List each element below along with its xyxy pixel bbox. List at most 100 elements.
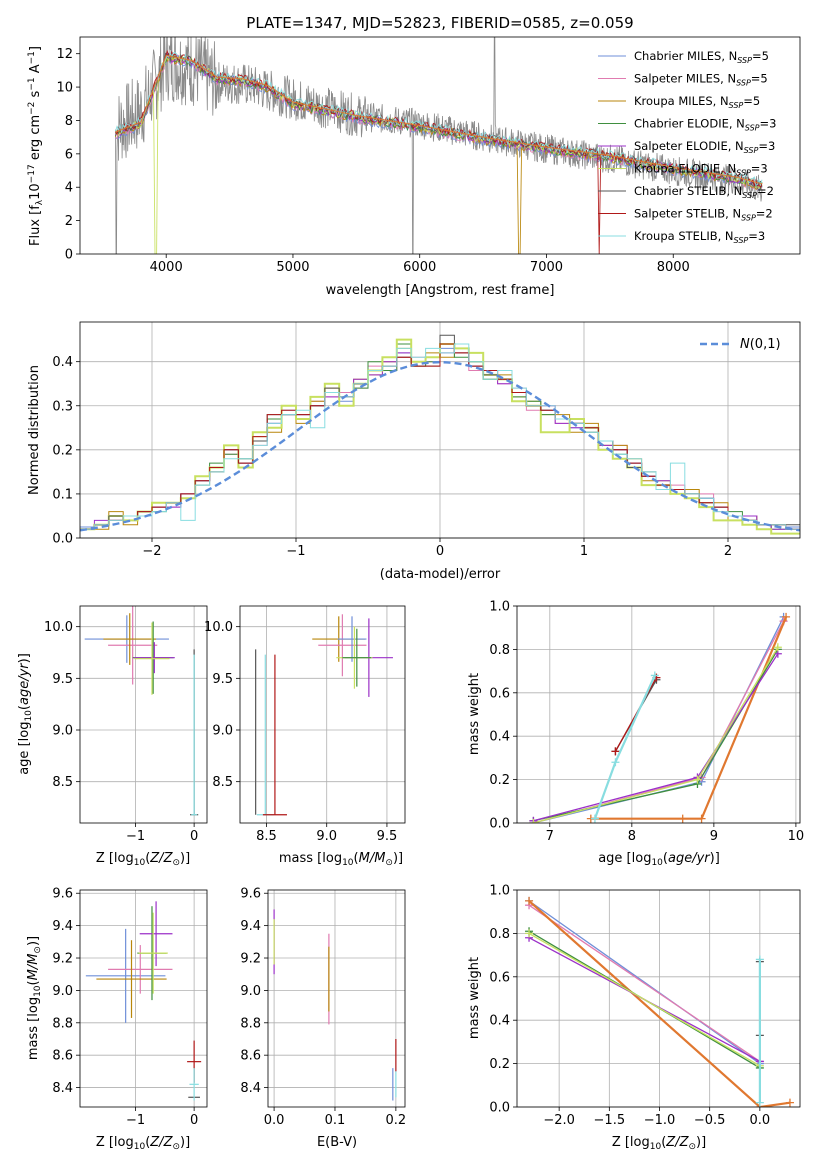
plot-area: [255, 614, 393, 816]
x-tick-label: −1: [286, 544, 305, 559]
y-axis-label: mass weight: [467, 957, 482, 1039]
series-marker: [611, 747, 620, 756]
y-tick-label: 8.4: [52, 1081, 73, 1096]
y-tick-label: 9.0: [240, 984, 261, 999]
model-spectrum-kroupa_stelib: [115, 51, 763, 187]
legend-text: Kroupa ELODIE, N: [634, 162, 736, 176]
label-part: 10: [651, 858, 663, 868]
series-marker: [525, 896, 534, 905]
y-axis-label: mass weight: [467, 673, 482, 755]
panel-6: −1 08.48.68.89.09.29.49.6Z [log10(Z/Z⊙)]m…: [26, 887, 208, 1152]
legend-entry: Kroupa MILES, NSSP=5: [634, 94, 760, 110]
legend-text: Chabrier MILES, N: [634, 49, 737, 63]
legend-text: Salpeter ELODIE, N: [634, 139, 744, 153]
label-part: )]: [17, 653, 32, 663]
label-part: age [log: [598, 851, 651, 866]
x-tick-label: −2.0: [543, 1113, 575, 1128]
label-part: −17: [27, 164, 37, 183]
x-axis-label: Z [log10(Z/Z⊙)]: [612, 1135, 706, 1152]
y-tick-label: 9.0: [52, 984, 73, 999]
y-tick-label: 0.4: [489, 1014, 510, 1029]
x-tick-label: −1.0: [644, 1113, 676, 1128]
panel-2: −2 −1 0 1 2 0.0 0.1 0.2 0.3 0.4 N(0,1) (data-model)…: [27, 321, 801, 582]
y-axis-label: age [log10(age/yr)]: [17, 653, 34, 775]
panel-3: −1 08.59.09.510.0Z [log10(Z/Z⊙)]age [log1…: [17, 605, 208, 868]
y-tick-label: 0.2: [489, 1057, 510, 1072]
x-axis-label: (data-model)/error: [380, 567, 501, 582]
y-tick-label: 1.0: [489, 600, 510, 615]
x-axis-label: age [log10(age/yr)]: [598, 851, 720, 868]
y-tick-label: 4: [65, 181, 73, 196]
y-tick-label: 0.2: [489, 773, 510, 788]
series-marker: [590, 814, 599, 823]
y-tick-label: 9.5: [212, 672, 233, 687]
plot-area: [525, 896, 794, 1107]
series-marker: [678, 814, 687, 823]
label-part: (: [661, 1135, 666, 1150]
x-tick-label: 0.2: [386, 1113, 407, 1128]
legend-entry: Chabrier ELODIE, NSSP=3: [634, 117, 776, 133]
x-tick-label: 9.5: [377, 829, 398, 844]
y-tick-label: 0.3: [52, 399, 73, 414]
legend-text: =3: [760, 117, 777, 131]
y-tick-label: 8.4: [240, 1081, 261, 1096]
legend-text: =5: [752, 49, 769, 63]
y-tick-label: 8.5: [212, 775, 233, 790]
x-tick-label: 8: [628, 829, 636, 844]
legend-sub: SSP: [736, 79, 751, 88]
y-tick-label: 0.4: [52, 355, 73, 370]
legend-text: =3: [758, 139, 775, 153]
legend-text: =3: [751, 162, 768, 176]
y-tick-label: 10.0: [44, 620, 73, 635]
y-tick-label: 9.4: [240, 919, 261, 934]
x-tick-label: 10: [788, 829, 805, 844]
label-part: )]: [696, 1135, 706, 1150]
y-tick-label: 10: [56, 81, 73, 96]
y-tick-label: 0: [65, 248, 73, 263]
label-part: s: [28, 90, 43, 101]
model-spectrum-kroupa_elodie: [115, 53, 763, 254]
axes-frame: [79, 321, 801, 539]
y-axis-label: Normed distribution: [27, 365, 42, 495]
series-marker: [650, 671, 659, 680]
legend-entry: Kroupa STELIB, NSSP=3: [634, 229, 765, 245]
y-axis-label: Flux [fλ10−17 erg cm−2 s−1 A−1]: [27, 46, 45, 246]
label-part: Flux [f: [28, 205, 43, 246]
label-part: 10: [28, 183, 43, 200]
normal-curve: [80, 360, 800, 532]
legend: N(0,1): [700, 337, 781, 352]
label-part: Z [log: [96, 1135, 134, 1150]
label-part: 10: [134, 1142, 146, 1152]
label-part: Z [log: [612, 1135, 650, 1150]
plot-area: [529, 612, 791, 823]
label-part: )]: [710, 851, 720, 866]
series-marker: [755, 955, 764, 964]
label-part: )]: [180, 1135, 190, 1150]
x-tick-label: 0.0: [264, 1113, 285, 1128]
y-tick-label: 0.6: [489, 686, 510, 701]
legend-text: Salpeter STELIB, N: [634, 207, 741, 221]
axes-frame: [516, 605, 801, 824]
plot-area: [273, 909, 397, 1101]
y-tick-label: 8.5: [52, 775, 73, 790]
legend-sub: SSP: [744, 146, 759, 155]
model-spectrum-orange: [115, 54, 763, 185]
series-line: [528, 900, 761, 1065]
x-tick-label: 7: [546, 829, 554, 844]
label-part: ⊙: [688, 1142, 696, 1152]
x-axis-label: E(B-V): [317, 1135, 357, 1150]
legend-entry: N(0,1): [740, 337, 781, 352]
axes-frame: [516, 889, 801, 1108]
x-axis-label: Z [log10(Z/Z⊙)]: [96, 851, 190, 868]
label-part: λ: [35, 199, 45, 205]
y-tick-label: 8.6: [240, 1049, 261, 1064]
label-part: (: [26, 980, 41, 985]
label-part: )]: [26, 936, 41, 946]
plot-area: [80, 334, 800, 535]
axes-frame: [79, 605, 208, 824]
legend-sub: SSP: [742, 191, 757, 200]
legend-text: N: [740, 337, 750, 352]
x-tick-label: 0: [436, 544, 444, 559]
label-part: age/yr: [17, 662, 32, 705]
legend-sub: SSP: [729, 101, 744, 110]
